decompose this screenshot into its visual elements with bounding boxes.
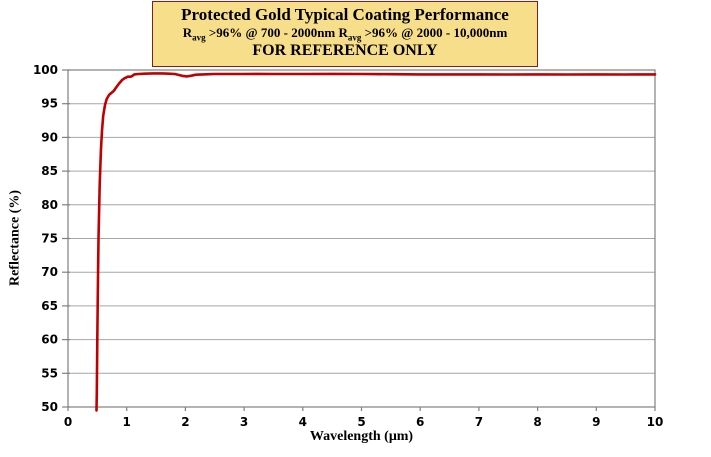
chart-title-box: Protected Gold Typical Coating Performan… bbox=[152, 1, 538, 67]
x-axis-title: Wavelength (μm) bbox=[309, 429, 414, 444]
x-tick-label: 1 bbox=[123, 415, 131, 429]
y-tick-label: 60 bbox=[41, 333, 58, 347]
y-tick-label: 50 bbox=[41, 400, 58, 414]
y-tick-label: 80 bbox=[41, 198, 58, 212]
y-tick-label: 100 bbox=[33, 63, 58, 77]
reflectance-curve bbox=[95, 72, 657, 412]
reference-only-note: FOR REFERENCE ONLY bbox=[252, 42, 438, 59]
x-tick-label: 5 bbox=[357, 415, 365, 429]
y-tick-label: 95 bbox=[41, 97, 58, 111]
y-tick-label: 65 bbox=[41, 299, 58, 313]
x-tick-label: 2 bbox=[181, 415, 189, 429]
y-tick-label: 75 bbox=[41, 232, 58, 246]
x-tick-label: 8 bbox=[533, 415, 541, 429]
chart-title: Protected Gold Typical Coating Performan… bbox=[181, 5, 509, 24]
x-tick-label: 3 bbox=[240, 415, 248, 429]
chart-subtitle: Ravg >96% @ 700 - 2000nm Ravg >96% @ 200… bbox=[182, 25, 508, 43]
x-tick-label: 6 bbox=[416, 415, 424, 429]
y-tick-label: 90 bbox=[41, 130, 58, 144]
y-tick-label: 70 bbox=[41, 265, 58, 279]
x-tick-label: 4 bbox=[299, 415, 307, 429]
x-tick-label: 7 bbox=[475, 415, 483, 429]
y-tick-label: 85 bbox=[41, 164, 58, 178]
x-tick-label: 10 bbox=[647, 415, 664, 429]
y-axis-title: Reflectance (%) bbox=[7, 190, 23, 287]
y-tick-label: 55 bbox=[41, 366, 58, 380]
x-tick-label: 9 bbox=[592, 415, 600, 429]
x-tick-label: 0 bbox=[64, 415, 72, 429]
